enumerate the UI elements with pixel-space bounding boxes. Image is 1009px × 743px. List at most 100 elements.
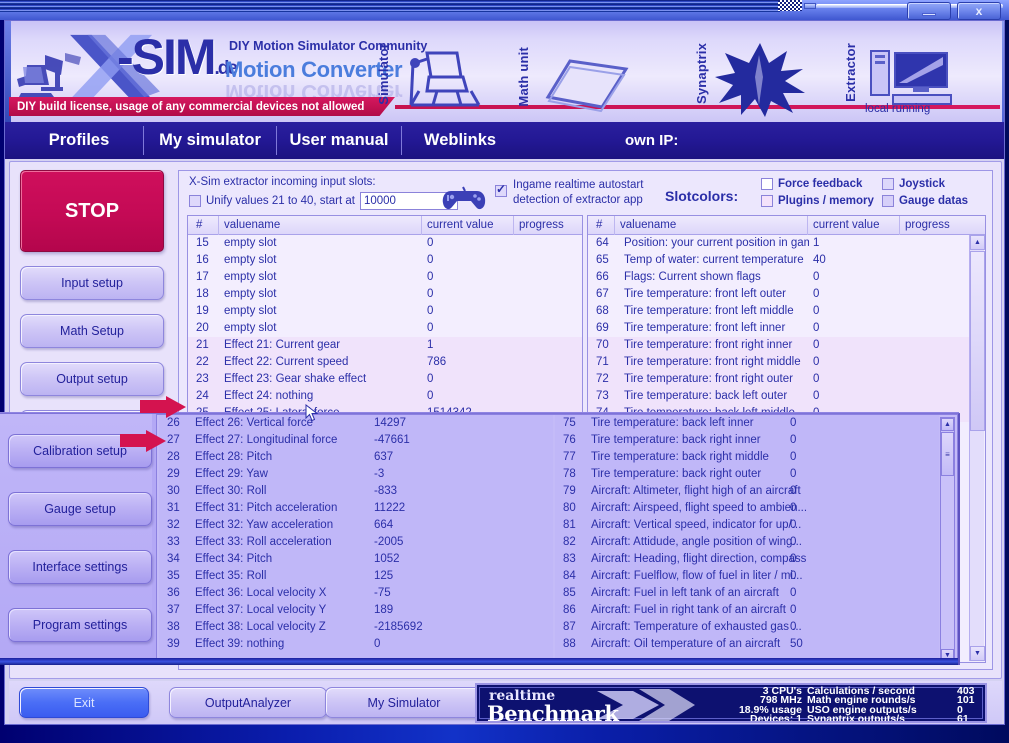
table-row[interactable]: 36 Effect 36: Local velocity X -75 <box>159 585 553 602</box>
table-row[interactable]: 21 Effect 21: Current gear 1 <box>188 337 582 354</box>
minimize-button[interactable] <box>907 2 951 20</box>
table-row[interactable]: 77 Tire temperature: back right middle 0 <box>555 449 939 466</box>
table-row[interactable]: 87 Aircraft: Temperature of exhausted gas… <box>555 619 939 636</box>
table-row[interactable]: 70 Tire temperature: front right inner 0 <box>588 337 985 354</box>
benchmark-metrics-column: Calculations / second Math engine rounds… <box>807 686 957 721</box>
table-row[interactable]: 84 Aircraft: Fuelflow, flow of fuel in li… <box>555 568 939 585</box>
output-analyzer-button[interactable]: OutputAnalyzer <box>169 687 327 718</box>
table-row[interactable]: 31 Effect 31: Pitch acceleration 11222 <box>159 500 553 517</box>
table-row[interactable]: 78 Tire temperature: back right outer 0 <box>555 466 939 483</box>
table-row[interactable]: 73 Tire temperature: back left outer 0 <box>588 388 985 405</box>
module-simulator[interactable]: Simulator <box>376 43 391 111</box>
table-row[interactable]: 86 Aircraft: Fuel in right tank of an air… <box>555 602 939 619</box>
my-simulator-button[interactable]: My Simulator <box>325 687 483 718</box>
unify-start-input[interactable] <box>359 192 458 210</box>
table-row[interactable]: 80 Aircraft: Airspeed, flight speed to am… <box>555 500 939 517</box>
row-index: 69 <box>596 322 609 334</box>
row-valuename: Aircraft: Fuelflow, flow of fuel in lite… <box>591 570 803 582</box>
overlap-scrollbar[interactable]: ▲ ≡ ▼ <box>940 417 955 663</box>
row-valuename: empty slot <box>224 322 277 334</box>
table-row[interactable]: 37 Effect 37: Local velocity Y 189 <box>159 602 553 619</box>
module-extractor[interactable]: Extractor <box>843 43 858 109</box>
table-row[interactable]: 76 Tire temperature: back right inner 0 <box>555 432 939 449</box>
table-row[interactable]: 15 empty slot 0 <box>188 235 582 252</box>
table-row[interactable]: 75 Tire temperature: back left inner 0 <box>555 415 939 432</box>
table-row[interactable]: 30 Effect 30: Roll -833 <box>159 483 553 500</box>
table-row[interactable]: 67 Tire temperature: front left outer 0 <box>588 286 985 303</box>
table-row[interactable]: 18 empty slot 0 <box>188 286 582 303</box>
close-button[interactable]: x <box>957 2 1001 20</box>
table-row[interactable]: 20 empty slot 0 <box>188 320 582 337</box>
legend-joystick[interactable]: Joystick <box>882 178 945 190</box>
row-current-value: 0 <box>790 587 797 599</box>
benchmark-cpu-mhz: 798 MHz <box>759 694 802 707</box>
row-current-value: 0 <box>790 570 797 582</box>
table-row[interactable]: 22 Effect 22: Current speed 786 <box>188 354 582 371</box>
legend-gauge-datas[interactable]: Gauge datas <box>882 195 968 207</box>
scroll-up-arrow-icon[interactable]: ▲ <box>970 235 985 250</box>
table-row[interactable]: 69 Tire temperature: front left inner 0 <box>588 320 985 337</box>
overlap-scroll-up-arrow-icon[interactable]: ▲ <box>941 418 954 431</box>
overlapping-window-copy[interactable]: Calibration setup Gauge setup Interface … <box>0 413 960 665</box>
table-row[interactable]: 83 Aircraft: Heading, flight direction, c… <box>555 551 939 568</box>
table-row[interactable]: 16 empty slot 0 <box>188 252 582 269</box>
row-current-value: 0 <box>813 390 820 402</box>
table-row[interactable]: 29 Effect 29: Yaw -3 <box>159 466 553 483</box>
menu-item-profiles[interactable]: Profiles <box>19 122 139 159</box>
table-row[interactable]: 71 Tire temperature: front right middle 0 <box>588 354 985 371</box>
exit-button[interactable]: Exit <box>19 687 149 718</box>
window-titlebar[interactable]: x <box>0 0 1009 20</box>
table-row[interactable]: 24 Effect 24: nothing 0 <box>188 388 582 405</box>
row-index: 22 <box>196 356 209 368</box>
legend-force-feedback[interactable]: Force feedback <box>761 178 862 190</box>
overlap-sidebar-item-interface-settings[interactable]: Interface settings <box>8 550 152 584</box>
row-valuename: Temp of water: current temperature <box>624 254 804 266</box>
table-row[interactable]: 72 Tire temperature: front right outer 0 <box>588 371 985 388</box>
scrollbar-thumb[interactable] <box>970 251 985 431</box>
overlap-sidebar-item-gauge-setup[interactable]: Gauge setup <box>8 492 152 526</box>
autostart-detection-checkbox[interactable] <box>495 182 507 197</box>
table-row[interactable]: 82 Aircraft: Attidude, angle position of … <box>555 534 939 551</box>
table-row[interactable]: 81 Aircraft: Vertical speed, indicator fo… <box>555 517 939 534</box>
table-row[interactable]: 88 Aircraft: Oil temperature of an aircra… <box>555 636 939 653</box>
table-row[interactable]: 68 Tire temperature: front left middle 0 <box>588 303 985 320</box>
table-row[interactable]: 64 Position: your current position in gam… <box>588 235 985 252</box>
table-row[interactable]: 28 Effect 28: Pitch 637 <box>159 449 553 466</box>
slots-table-right-scrollbar[interactable]: ▲ ▼ <box>969 235 985 661</box>
table-row[interactable]: 23 Effect 23: Gear shake effect 0 <box>188 371 582 388</box>
table-row[interactable]: 33 Effect 33: Roll acceleration -2005 <box>159 534 553 551</box>
module-synaptrix[interactable]: Synaptrix <box>694 43 709 113</box>
scroll-down-arrow-icon[interactable]: ▼ <box>970 646 985 661</box>
overlap-table-right[interactable]: 75 Tire temperature: back left inner 0 76 Ti… <box>555 415 939 665</box>
menu-item-my-simulator[interactable]: My simulator <box>147 122 273 159</box>
table-row[interactable]: 17 empty slot 0 <box>188 269 582 286</box>
table-row[interactable]: 65 Temp of water: current temperature 40 <box>588 252 985 269</box>
unify-checkbox[interactable] <box>189 195 201 207</box>
menu-item-user-manual[interactable]: User manual <box>280 122 398 159</box>
table-row[interactable]: 27 Effect 27: Longitudinal force -47661 <box>159 432 553 449</box>
overlap-scrollbar-thumb[interactable]: ≡ <box>941 432 954 476</box>
menu-item-weblinks[interactable]: Weblinks <box>405 122 515 159</box>
sidebar-item-math-setup[interactable]: Math Setup <box>20 314 164 348</box>
module-math-unit[interactable]: Math unit <box>516 47 531 111</box>
table-row[interactable]: 38 Effect 38: Local velocity Z -2185692 <box>159 619 553 636</box>
table-row[interactable]: 32 Effect 32: Yaw acceleration 664 <box>159 517 553 534</box>
table-row[interactable]: 35 Effect 35: Roll 125 <box>159 568 553 585</box>
table-row[interactable]: 79 Aircraft: Altimeter, flight high of an… <box>555 483 939 500</box>
autostart-label-line1: Ingame realtime autostart <box>513 179 644 191</box>
overlap-sidebar-item-program-settings[interactable]: Program settings <box>8 608 152 642</box>
sidebar-item-output-setup[interactable]: Output setup <box>20 362 164 396</box>
output-analyzer-button-label: OutputAnalyzer <box>204 695 292 710</box>
stop-button[interactable]: STOP <box>20 170 164 252</box>
table-row[interactable]: 34 Effect 34: Pitch 1052 <box>159 551 553 568</box>
benchmark-title-benchmark: Benchmark <box>487 701 619 723</box>
row-current-value: 14297 <box>374 417 406 429</box>
table-row[interactable]: 19 empty slot 0 <box>188 303 582 320</box>
table-row[interactable]: 66 Flags: Current shown flags 0 <box>588 269 985 286</box>
table-row[interactable]: 26 Effect 26: Vertical force 14297 <box>159 415 553 432</box>
sidebar-item-input-setup[interactable]: Input setup <box>20 266 164 300</box>
table-row[interactable]: 85 Aircraft: Fuel in left tank of an airc… <box>555 585 939 602</box>
legend-plugins-memory[interactable]: Plugins / memory <box>761 195 874 207</box>
overlap-table-left[interactable]: 26 Effect 26: Vertical force 14297 27 Effect… <box>159 415 553 665</box>
table-row[interactable]: 39 Effect 39: nothing 0 <box>159 636 553 653</box>
